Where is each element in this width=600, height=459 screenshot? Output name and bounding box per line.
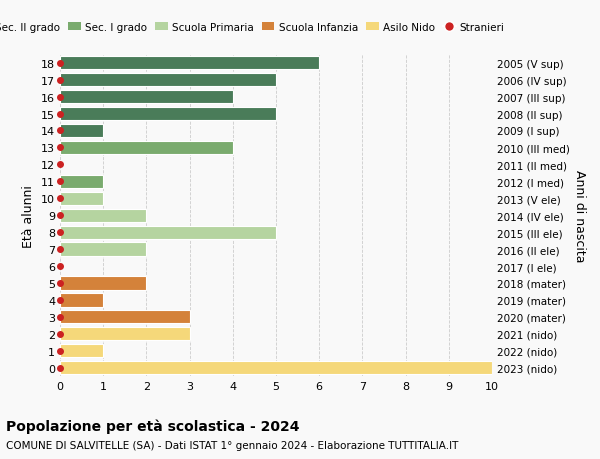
Bar — [60, 141, 233, 155]
Bar — [60, 344, 103, 358]
Bar — [60, 91, 233, 104]
Text: COMUNE DI SALVITELLE (SA) - Dati ISTAT 1° gennaio 2024 - Elaborazione TUTTITALIA: COMUNE DI SALVITELLE (SA) - Dati ISTAT 1… — [6, 440, 458, 450]
Bar — [60, 328, 190, 341]
Bar — [60, 294, 103, 307]
Bar — [60, 108, 276, 121]
Text: Popolazione per età scolastica - 2024: Popolazione per età scolastica - 2024 — [6, 419, 299, 433]
Bar — [60, 192, 103, 206]
Bar — [60, 311, 190, 324]
Bar — [60, 226, 276, 239]
Bar — [60, 209, 146, 222]
Bar — [60, 361, 492, 375]
Legend: Sec. II grado, Sec. I grado, Scuola Primaria, Scuola Infanzia, Asilo Nido, Stran: Sec. II grado, Sec. I grado, Scuola Prim… — [0, 18, 509, 37]
Y-axis label: Età alunni: Età alunni — [22, 185, 35, 247]
Bar — [60, 57, 319, 70]
Y-axis label: Anni di nascita: Anni di nascita — [574, 169, 586, 262]
Bar — [60, 243, 146, 256]
Bar — [60, 277, 146, 290]
Bar — [60, 175, 103, 189]
Bar — [60, 124, 103, 138]
Bar — [60, 74, 276, 87]
